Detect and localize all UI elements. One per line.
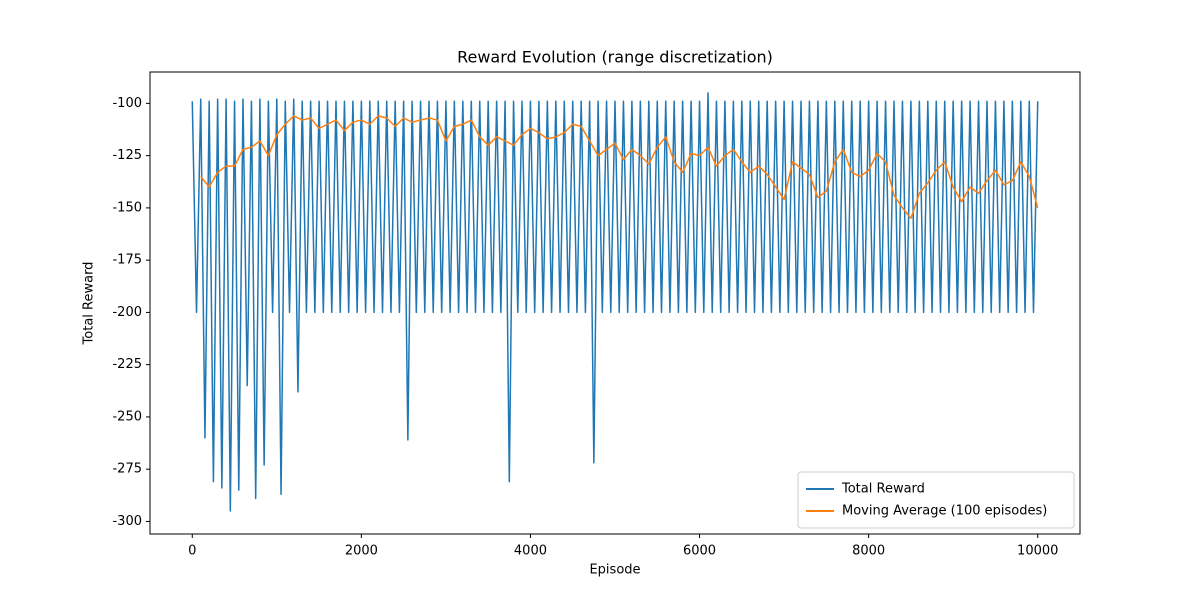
y-tick-label: -200	[112, 305, 142, 320]
y-tick-label: -175	[112, 253, 142, 268]
x-tick-label: 10000	[1017, 544, 1058, 559]
x-tick-label: 6000	[683, 544, 716, 559]
data-line	[191, 92, 1039, 512]
legend-box	[797, 471, 1075, 529]
x-tick-label: 8000	[852, 544, 885, 559]
data-line	[200, 115, 1039, 220]
legend-label: Moving Average (100 episodes)	[842, 504, 1047, 519]
x-tick-label: 4000	[514, 544, 547, 559]
y-tick-label: -225	[112, 357, 142, 372]
chart-title: Reward Evolution (range discretization)	[457, 48, 773, 67]
y-tick-label: -150	[112, 200, 142, 215]
y-axis-label: Total Reward	[82, 262, 97, 346]
x-tick-label: 2000	[345, 544, 378, 559]
y-tick-label: -125	[112, 148, 142, 163]
plot-frame	[149, 71, 1081, 535]
y-tick-label: -250	[112, 409, 142, 424]
legend-label: Total Reward	[841, 482, 925, 497]
y-tick-label: -100	[112, 96, 142, 111]
x-tick-label: 0	[188, 544, 196, 559]
x-axis-label: Episode	[589, 563, 640, 578]
y-tick-label: -300	[112, 514, 142, 529]
y-tick-label: -275	[112, 462, 142, 477]
